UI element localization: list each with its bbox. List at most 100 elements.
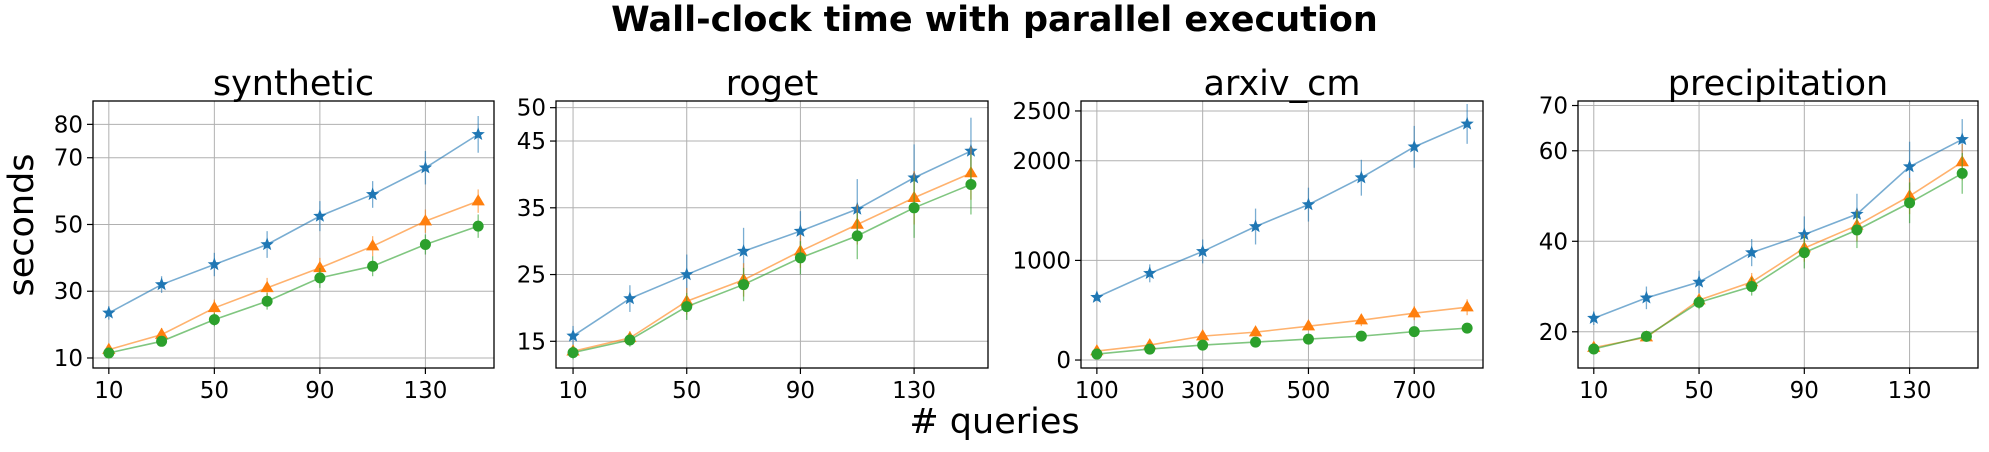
data-point xyxy=(1956,167,1968,179)
series-line xyxy=(1096,306,1468,352)
data-point xyxy=(1090,290,1104,303)
data-point xyxy=(681,301,693,313)
y-tick-label: 1000 xyxy=(1012,248,1071,274)
subplot-title: arxiv_cm xyxy=(1204,64,1361,104)
x-tick-label: 10 xyxy=(94,378,123,404)
data-point xyxy=(313,260,327,273)
data-point xyxy=(1902,159,1917,173)
data-point xyxy=(1955,132,1969,146)
x-tick-label: 500 xyxy=(1286,378,1330,404)
x-tick-label: 90 xyxy=(305,378,334,404)
data-point xyxy=(103,347,115,359)
x-tick-label: 130 xyxy=(403,378,447,404)
data-point xyxy=(1196,329,1210,341)
series-green xyxy=(103,214,484,359)
data-point xyxy=(738,279,750,291)
data-point xyxy=(794,252,806,264)
series-green xyxy=(1588,153,1968,355)
data-point xyxy=(1250,336,1262,348)
y-tick-label: 50 xyxy=(517,96,546,122)
data-point xyxy=(314,272,326,284)
x-tick-label: 90 xyxy=(1790,378,1819,404)
x-axis-label: # queries xyxy=(909,402,1080,442)
data-point xyxy=(1639,290,1654,304)
axes-frame xyxy=(555,100,989,369)
data-point xyxy=(567,347,579,359)
data-point xyxy=(102,305,116,319)
data-point xyxy=(1746,281,1758,293)
series-blue xyxy=(102,116,485,320)
data-point xyxy=(1640,330,1652,342)
data-point xyxy=(1091,348,1103,360)
subplot-roget: 10 50 90 130 15 25 35 45 50 roget xyxy=(517,64,989,404)
y-tick-label: 70 xyxy=(54,146,83,172)
y-tick-label: 2000 xyxy=(1012,149,1071,175)
series-green xyxy=(1091,322,1473,360)
x-tick-label: 100 xyxy=(1075,378,1119,404)
y-tick-label: 50 xyxy=(54,212,83,238)
data-point xyxy=(471,127,485,141)
data-point xyxy=(1408,326,1420,338)
data-point xyxy=(1797,227,1811,241)
x-tick-label: 300 xyxy=(1181,378,1225,404)
data-point xyxy=(154,327,169,339)
x-tick-label: 50 xyxy=(1684,378,1713,404)
data-point xyxy=(207,257,222,271)
series-line xyxy=(1096,327,1468,355)
y-tick-label: 2500 xyxy=(1012,99,1071,125)
series-line xyxy=(1096,123,1468,298)
subplot-title: precipitation xyxy=(1668,64,1889,104)
data-point xyxy=(1248,219,1263,233)
axes-frame xyxy=(92,100,495,369)
series-blue xyxy=(1587,119,1969,326)
data-point xyxy=(367,260,379,272)
y-tick-label: 40 xyxy=(1539,229,1568,255)
y-tick-label: 15 xyxy=(517,329,546,355)
data-point xyxy=(1461,322,1473,334)
data-point xyxy=(1302,333,1314,345)
data-point xyxy=(1301,319,1316,331)
y-tick-label: 80 xyxy=(54,112,83,138)
data-point xyxy=(156,335,168,347)
y-tick-label: 60 xyxy=(1539,139,1568,165)
data-point xyxy=(260,280,274,293)
data-point xyxy=(365,239,380,251)
data-point xyxy=(472,220,484,232)
data-point xyxy=(1692,275,1706,288)
y-tick-label: 25 xyxy=(517,263,546,289)
series-line xyxy=(1593,172,1963,350)
data-point xyxy=(1851,224,1863,236)
y-tick-label: 35 xyxy=(517,196,546,222)
series-line xyxy=(572,172,972,353)
x-tick-label: 130 xyxy=(1888,378,1932,404)
series-line xyxy=(108,200,479,351)
data-point xyxy=(1197,339,1209,351)
data-point xyxy=(1301,197,1316,211)
x-tick-label: 50 xyxy=(672,378,701,404)
data-point xyxy=(1798,247,1810,259)
series-blue xyxy=(566,117,978,346)
data-point xyxy=(313,209,327,222)
data-point xyxy=(1588,343,1600,355)
series-line xyxy=(1593,138,1963,319)
data-point xyxy=(1407,306,1421,318)
subplot-title: synthetic xyxy=(213,64,374,104)
series-line xyxy=(108,225,479,354)
data-point xyxy=(851,230,863,242)
y-tick-label: 20 xyxy=(1539,320,1568,346)
data-point xyxy=(908,202,920,214)
data-point xyxy=(623,291,637,305)
axes-frame xyxy=(1577,100,1979,369)
x-tick-label: 10 xyxy=(1579,378,1608,404)
data-point xyxy=(471,194,485,206)
data-point xyxy=(1354,170,1368,184)
series-green xyxy=(567,154,977,360)
series-line xyxy=(108,133,479,314)
data-point xyxy=(365,187,380,201)
x-tick-label: 10 xyxy=(558,378,587,404)
data-point xyxy=(1460,300,1474,312)
series-line xyxy=(572,183,972,354)
data-point xyxy=(418,214,433,226)
y-tick-label: 10 xyxy=(54,346,83,372)
